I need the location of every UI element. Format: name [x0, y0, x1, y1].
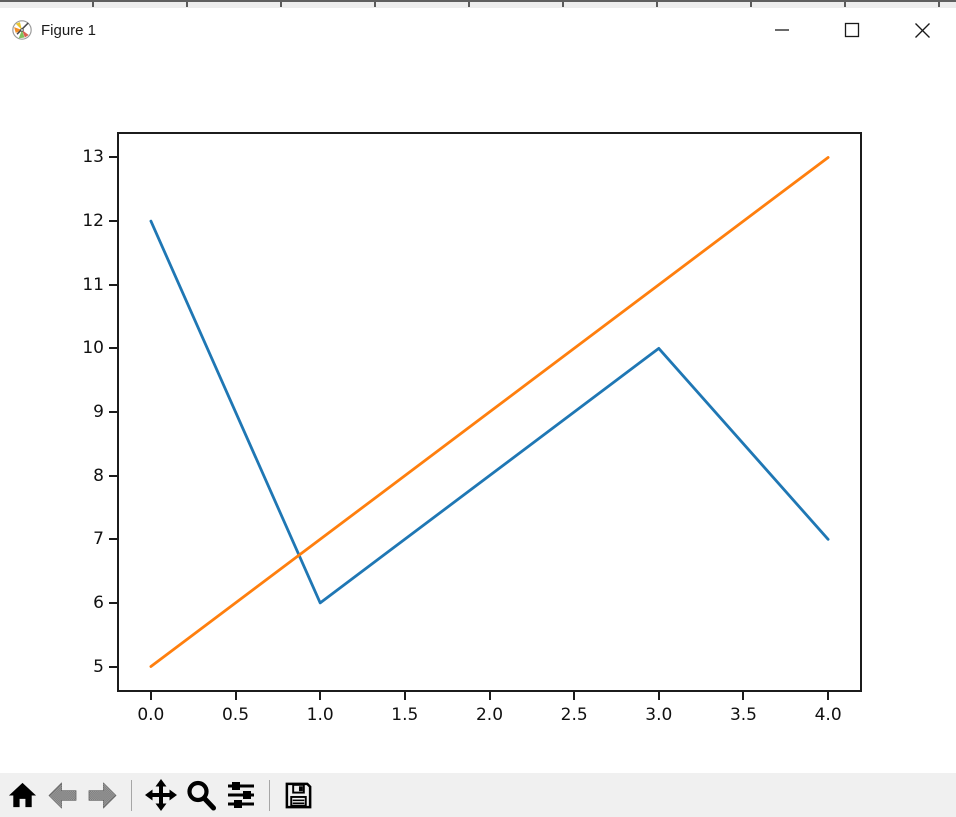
plot-line-series-2 [149, 156, 830, 668]
matplotlib-logo-icon [12, 20, 32, 40]
home-button[interactable] [4, 776, 41, 814]
configure-subplots-button[interactable] [222, 776, 259, 814]
x-tick-mark [573, 692, 576, 700]
y-tick-mark [109, 347, 117, 350]
y-tick-mark [109, 601, 117, 604]
x-tick-label: 1.0 [306, 705, 334, 725]
x-tick-mark [488, 692, 491, 700]
y-tick-label: 6 [93, 592, 104, 613]
x-tick-label: 2.0 [475, 705, 504, 725]
x-tick-label: 3.0 [645, 705, 673, 725]
y-tick-mark [109, 474, 117, 477]
back-arrow-icon [48, 781, 77, 809]
y-tick-label: 7 [93, 529, 104, 550]
save-floppy-icon [285, 782, 312, 808]
x-tick-mark [742, 692, 745, 700]
y-tick-mark [109, 538, 117, 541]
maximize-icon [844, 22, 860, 38]
y-tick-mark [109, 665, 117, 668]
zoom-button[interactable] [182, 776, 219, 814]
y-tick-label: 13 [82, 147, 104, 168]
background-window-edge [0, 0, 956, 8]
x-tick-label: 1.5 [391, 705, 419, 725]
forward-button[interactable] [84, 776, 121, 814]
x-tick-mark [827, 692, 830, 700]
y-tick-mark [109, 220, 117, 223]
x-tick-label: 4.0 [814, 705, 842, 725]
x-tick-mark [403, 692, 406, 700]
y-tick-label: 10 [82, 338, 104, 359]
pan-arrows-icon [144, 779, 177, 811]
plot-lines [149, 156, 830, 668]
x-tick-mark [149, 692, 152, 700]
title-bar[interactable]: Figure 1 [0, 8, 956, 52]
sliders-icon [227, 782, 254, 808]
minimize-icon [775, 29, 789, 31]
maximize-button[interactable] [829, 8, 875, 52]
pan-button[interactable] [142, 776, 179, 814]
toolbar-separator [131, 779, 132, 811]
plot-canvas[interactable]: 0.0 0.5 1.0 1.5 2.0 2.5 3.0 3.5 4.0 5 6 7 8 9 10 11 12 13 [0, 52, 956, 773]
y-tick-mark [109, 411, 117, 413]
close-icon [914, 22, 930, 38]
axes [117, 132, 862, 692]
navigation-toolbar [0, 773, 956, 817]
home-icon [8, 782, 37, 807]
y-tick-label: 11 [82, 274, 104, 295]
x-tick-label: 0.0 [137, 705, 165, 725]
x-tick-label: 2.5 [560, 705, 588, 725]
y-tick-label: 5 [93, 656, 104, 677]
y-tick-mark [109, 156, 117, 159]
forward-arrow-icon [88, 781, 117, 809]
window-controls [759, 8, 956, 52]
y-tick-label: 9 [93, 402, 104, 422]
x-tick-mark [657, 692, 660, 700]
y-tick-label: 12 [82, 211, 104, 232]
zoom-magnifier-icon [186, 780, 216, 811]
toolbar-separator [269, 779, 270, 811]
back-button[interactable] [44, 776, 81, 814]
y-tick-mark [109, 283, 117, 286]
x-tick-label: 0.5 [221, 705, 250, 725]
y-tick-label: 8 [93, 465, 104, 486]
x-tick-label: 3.5 [729, 705, 757, 725]
x-tick-mark [234, 692, 237, 700]
minimize-button[interactable] [759, 8, 805, 52]
x-tick-mark [319, 692, 322, 700]
window-title: Figure 1 [41, 21, 97, 39]
plot-line-series-1 [149, 219, 830, 605]
close-button[interactable] [899, 8, 945, 52]
save-button[interactable] [280, 776, 317, 814]
